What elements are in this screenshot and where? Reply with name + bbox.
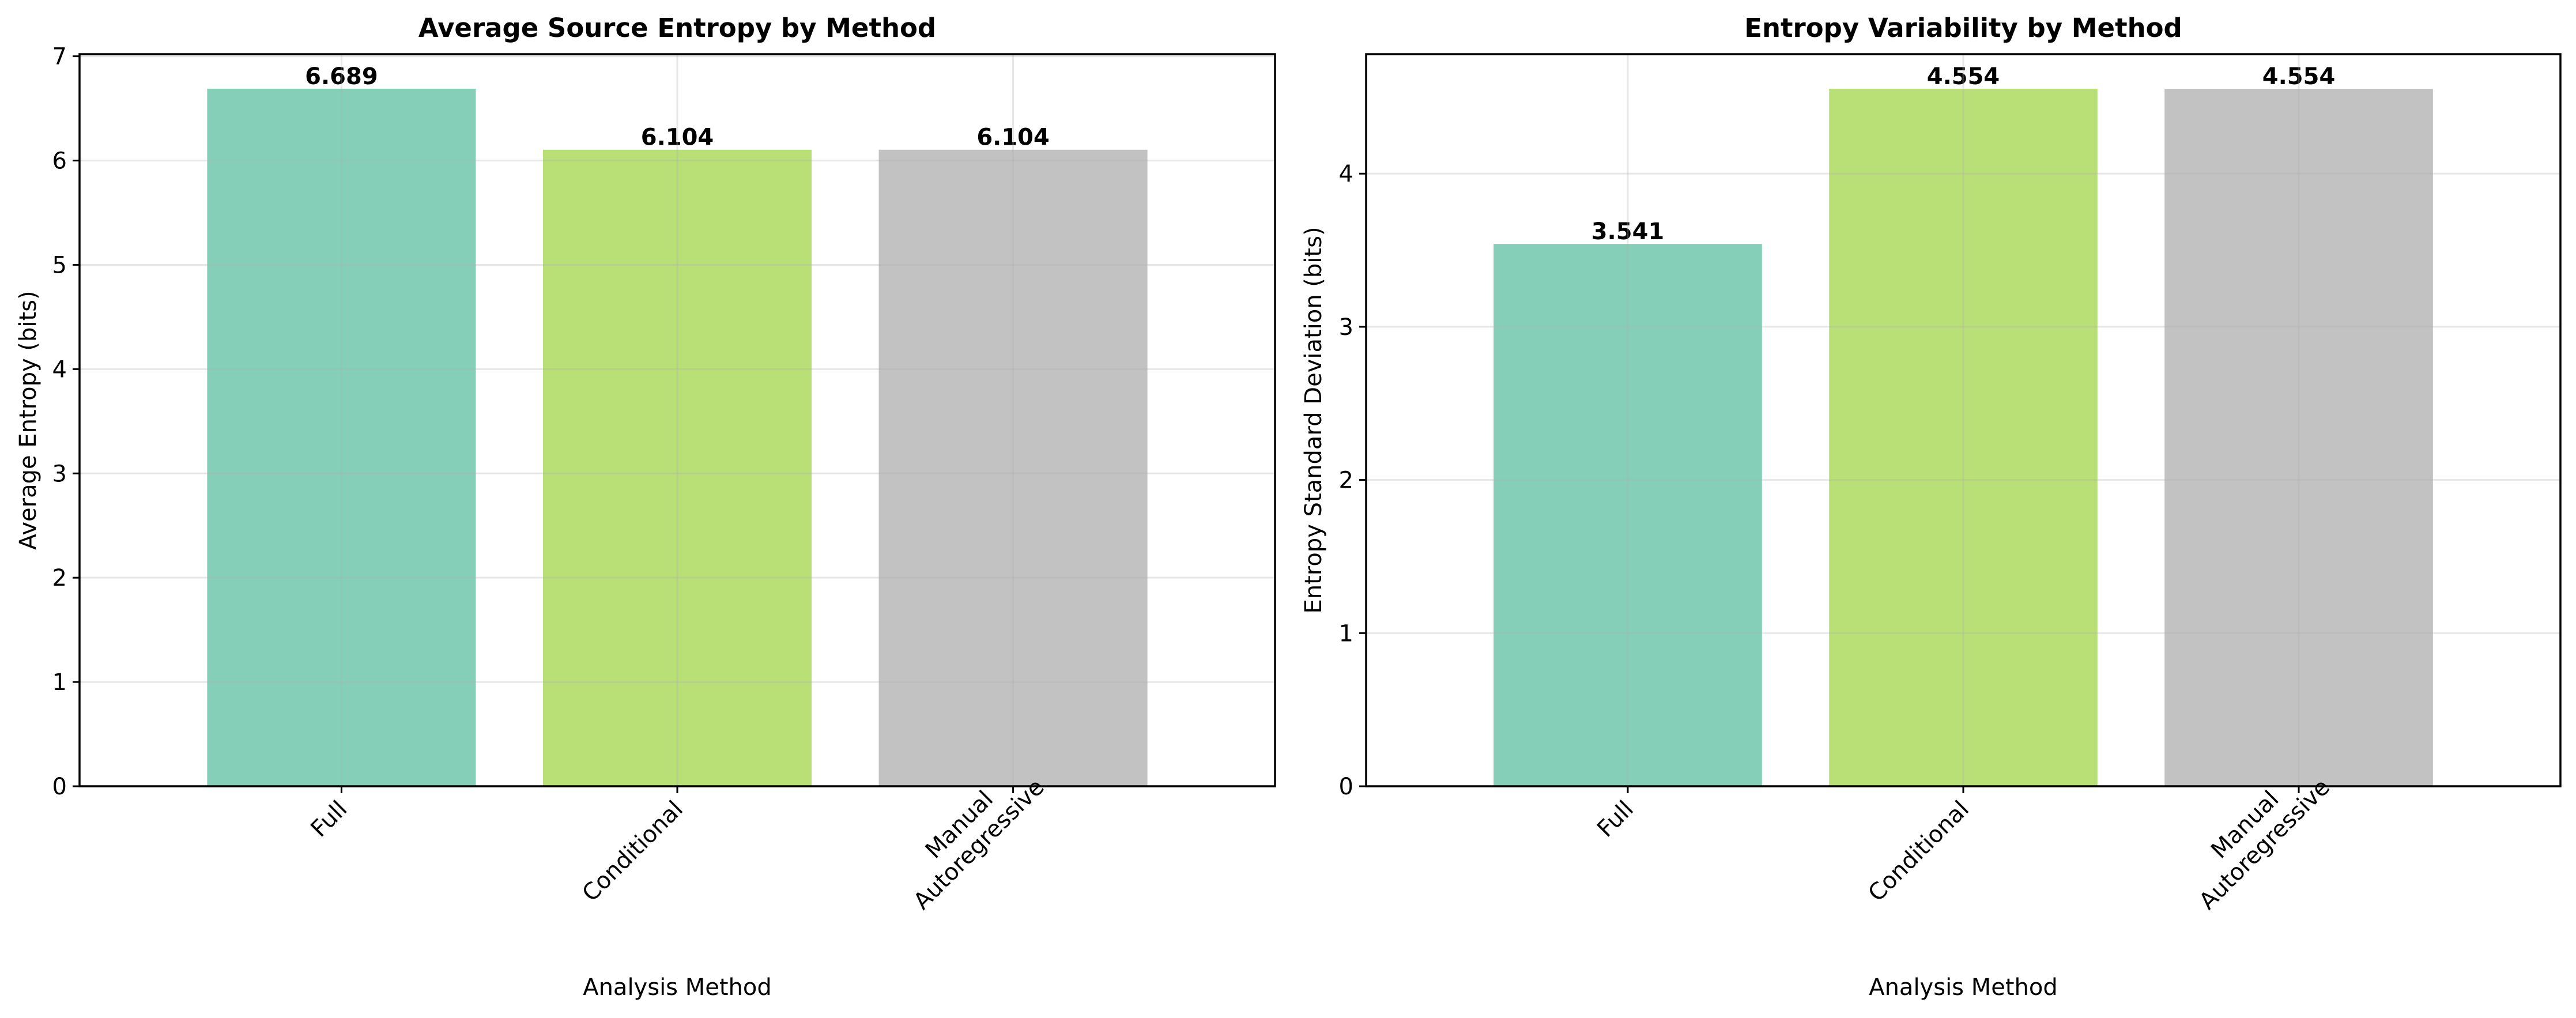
left-chart-y-tick-label-1: 1 <box>52 669 67 696</box>
right-chart-value-label-1: 4.554 <box>1927 63 2000 90</box>
left-chart-bar-2 <box>878 149 1148 786</box>
right-chart-x-tick-label-1: Conditional <box>1863 796 1974 907</box>
right-chart-y-tick-label-1: 1 <box>1339 620 1353 647</box>
left-chart-x-axis-label: Analysis Method <box>583 974 772 1001</box>
right-chart-y-tick-label-4: 4 <box>1339 161 1353 187</box>
right-chart-y-axis-label: Entropy Standard Deviation (bits) <box>1300 227 1327 613</box>
right-chart-plot-frame <box>1365 53 2562 787</box>
right-chart-panel: Entropy Variability by Method Analysis M… <box>1300 13 2562 1001</box>
left-chart-title: Average Source Entropy by Method <box>418 13 936 43</box>
left-chart-value-label-1: 6.104 <box>641 125 714 151</box>
right-chart-bar-2 <box>2164 89 2433 786</box>
left-chart-y-tick-label-2: 2 <box>52 565 67 591</box>
left-chart-y-tick-label-5: 5 <box>52 252 67 278</box>
left-chart-y-tick-label-3: 3 <box>52 461 67 487</box>
left-chart-y-tick-label-0: 0 <box>52 774 67 800</box>
left-chart-y-axis-label: Average Entropy (bits) <box>15 291 42 549</box>
right-chart-x-tick-label-0: Full <box>1592 796 1639 843</box>
right-chart-value-label-2: 4.554 <box>2262 63 2336 90</box>
left-chart-y-tick-label-4: 4 <box>52 356 67 383</box>
right-chart-y-tick-label-0: 0 <box>1339 774 1353 800</box>
left-chart-bar-0 <box>207 88 476 787</box>
left-chart-value-label-0: 6.689 <box>305 63 378 90</box>
right-chart-bar-0 <box>1493 244 1762 786</box>
left-chart-y-tick-label-6: 6 <box>52 148 67 175</box>
left-chart-y-tick-label-7: 7 <box>52 44 67 70</box>
right-chart-bar-1 <box>1829 89 2098 786</box>
right-chart-x-axis-label: Analysis Method <box>1869 974 2058 1001</box>
left-chart-value-label-2: 6.104 <box>976 125 1050 151</box>
left-chart-plot-frame <box>78 53 1276 787</box>
left-chart-x-tick-label-1: Conditional <box>577 796 688 907</box>
right-chart-y-tick-label-3: 3 <box>1339 314 1353 341</box>
right-chart-y-tick-label-2: 2 <box>1339 467 1353 494</box>
right-chart-value-label-0: 3.541 <box>1591 218 1665 245</box>
left-chart-bar-1 <box>542 149 812 786</box>
right-chart-title: Entropy Variability by Method <box>1744 13 2182 43</box>
left-chart-panel: Average Source Entropy by Method Analysi… <box>15 13 1276 1001</box>
left-chart-x-tick-label-0: Full <box>306 796 353 843</box>
